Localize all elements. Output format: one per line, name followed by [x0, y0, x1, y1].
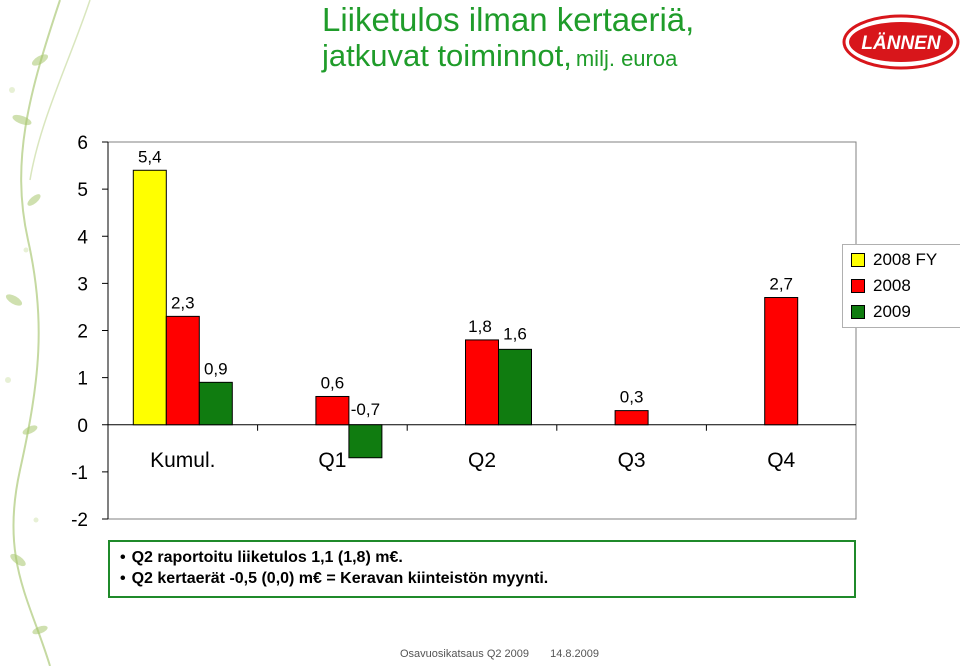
data-label: 2,3: [171, 293, 195, 312]
legend-item-2008-fy: 2008 FY: [851, 249, 937, 271]
footer: Osavuosikatsaus Q2 2009 14.8.2009: [400, 648, 599, 660]
title-line-1: Liiketulos ilman kertaeriä,: [322, 1, 695, 38]
legend-swatch: [851, 253, 865, 267]
y-tick-label: 2: [77, 322, 88, 343]
bar: [348, 424, 383, 459]
legend-swatch: [851, 279, 865, 293]
data-label: 0,3: [620, 388, 644, 407]
y-tick-label: 0: [77, 416, 88, 437]
bar: [315, 395, 350, 426]
data-label: 5,4: [138, 147, 162, 166]
footer-date: 14.8.2009: [550, 648, 600, 660]
legend-item-2009: 2009: [851, 301, 911, 323]
x-tick-label: Kumul.: [150, 449, 215, 472]
x-tick-label: Q2: [468, 449, 496, 472]
note-item: Q2 kertaerät -0,5 (0,0) m€ = Keravan kii…: [120, 568, 844, 589]
x-tick-label: Q4: [767, 449, 795, 472]
data-label: 0,6: [321, 373, 345, 392]
bar: [165, 315, 200, 426]
footer-presentation-name: Osavuosikatsaus Q2 2009: [400, 648, 530, 660]
data-label: 1,6: [503, 324, 527, 343]
data-label: -0,7: [351, 400, 380, 419]
bar: [764, 297, 799, 426]
slide-title: Liiketulos ilman kertaeriä, jatkuvat toi…: [322, 2, 694, 80]
y-tick-label: 1: [77, 369, 88, 390]
legend-label: 2009: [873, 302, 911, 321]
legend-swatch: [851, 305, 865, 319]
bar: [132, 169, 167, 426]
y-tick-label: 6: [77, 133, 88, 154]
vine-decoration: [5, 0, 91, 666]
y-tick-label: -1: [71, 463, 88, 484]
data-label: 2,7: [769, 275, 793, 294]
bar: [614, 410, 649, 426]
bar: [465, 339, 499, 426]
legend-label: 2008 FY: [873, 250, 938, 269]
data-label: 1,8: [468, 317, 492, 336]
data-label: 0,9: [204, 359, 228, 378]
plot-area: [107, 141, 857, 520]
bar: [198, 381, 233, 426]
notes-box: Q2 raportoitu liiketulos 1,1 (1,8) m€. Q…: [108, 540, 856, 598]
legend-item-2008: 2008: [851, 275, 911, 297]
logo-text: LÄNNEN: [861, 33, 941, 54]
y-tick-label: 4: [77, 227, 88, 248]
legend-label: 2008: [873, 276, 911, 295]
y-tick-label: 5: [77, 180, 88, 201]
x-tick-label: Q3: [618, 449, 646, 472]
lannen-logo: LÄNNEN: [842, 14, 960, 70]
y-tick-label: -2: [71, 510, 88, 531]
note-item: Q2 raportoitu liiketulos 1,1 (1,8) m€.: [120, 547, 844, 568]
x-tick-label: Q1: [318, 449, 346, 472]
title-unit: milj. euroa: [575, 46, 678, 71]
y-tick-label: 3: [77, 274, 88, 295]
title-line-2: jatkuvat toiminnot,: [322, 38, 572, 73]
bar: [498, 348, 532, 426]
chart-legend: 2008 FY 2008 2009: [842, 244, 960, 328]
